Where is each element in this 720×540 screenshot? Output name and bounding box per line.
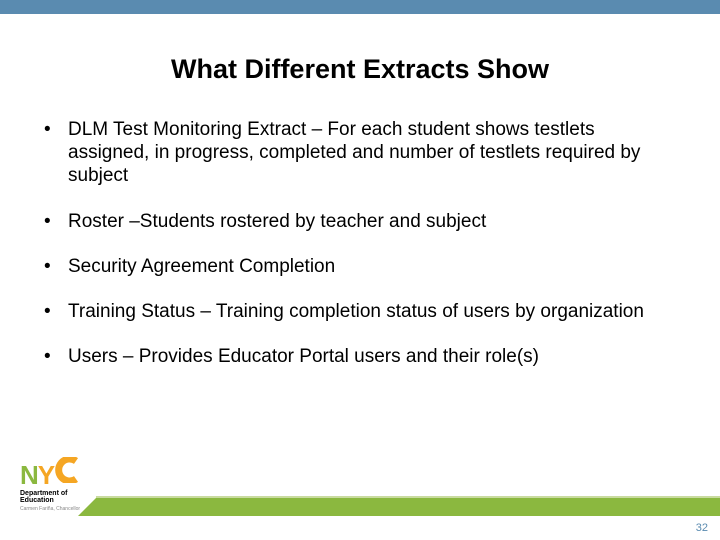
footer-bar [96,498,720,516]
bullet-item: Training Status – Training completion st… [36,300,665,323]
bullet-item: Security Agreement Completion [36,255,665,278]
nyc-letters: NY [20,457,90,488]
slide: What Different Extracts Show DLM Test Mo… [0,0,720,540]
bullet-item: Users – Provides Educator Portal users a… [36,345,665,368]
top-accent-bar [0,0,720,14]
slide-title: What Different Extracts Show [0,54,720,85]
logo-dept-line1: Department of [20,490,67,497]
page-number: 32 [696,522,708,534]
bullet-item: DLM Test Monitoring Extract – For each s… [36,118,665,188]
bullet-list: DLM Test Monitoring Extract – For each s… [36,118,665,390]
footer-wedge [78,498,96,516]
logo-dept-line2: Education [20,497,54,504]
logo-letter-c [54,457,78,488]
bullet-item: Roster –Students rostered by teacher and… [36,210,665,233]
logo-letter-n: N [20,462,38,488]
logo-letter-y: Y [38,462,54,488]
